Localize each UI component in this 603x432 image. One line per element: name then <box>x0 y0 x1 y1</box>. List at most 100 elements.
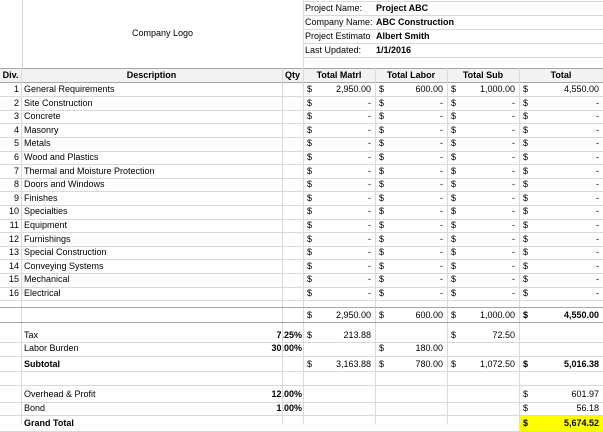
item-labor[interactable]: - <box>440 138 443 149</box>
item-matrl[interactable]: - <box>368 97 371 108</box>
item-total[interactable]: - <box>596 152 599 162</box>
tax-rate[interactable]: 7.25% <box>276 329 302 340</box>
overhead-total[interactable]: 601.97 <box>571 389 599 399</box>
item-labor[interactable]: - <box>440 274 443 285</box>
overhead-rate[interactable]: 12.00% <box>271 389 302 399</box>
totals-sub[interactable]: 1,000.00 <box>479 309 515 320</box>
item-total[interactable]: - <box>596 206 599 217</box>
item-total[interactable]: - <box>596 274 599 285</box>
item-description[interactable]: Equipment <box>24 220 68 230</box>
item-sub[interactable]: - <box>512 233 515 244</box>
item-labor[interactable]: - <box>440 165 443 176</box>
item-description[interactable]: General Requirements <box>24 84 115 94</box>
item-total[interactable]: - <box>596 97 599 108</box>
item-total[interactable]: - <box>596 111 599 122</box>
item-matrl[interactable]: 2,950.00 <box>335 84 371 94</box>
item-sub[interactable]: - <box>512 97 515 108</box>
item-labor[interactable]: - <box>440 97 443 108</box>
item-matrl[interactable]: - <box>368 206 371 217</box>
bond-total[interactable]: 56.18 <box>576 402 599 413</box>
item-description[interactable]: Mechanical <box>24 274 70 285</box>
item-total[interactable]: - <box>596 288 599 298</box>
item-matrl[interactable]: - <box>368 233 371 244</box>
project-field-value[interactable]: Albert Smith <box>376 31 430 41</box>
item-description[interactable]: Masonry <box>24 124 59 135</box>
item-labor[interactable]: 600.00 <box>415 84 443 94</box>
item-total[interactable]: - <box>596 165 599 176</box>
item-matrl[interactable]: - <box>368 274 371 285</box>
subtotal-labor[interactable]: 780.00 <box>415 358 443 369</box>
item-sub[interactable]: 1,000.00 <box>479 84 515 94</box>
item-labor[interactable]: - <box>440 179 443 190</box>
totals-matrl[interactable]: 2,950.00 <box>335 309 371 320</box>
item-labor[interactable]: - <box>440 233 443 244</box>
tax-sub[interactable]: 72.50 <box>492 329 515 340</box>
item-labor[interactable]: - <box>440 247 443 258</box>
item-labor[interactable]: - <box>440 152 443 162</box>
tax-matrl[interactable]: 213.88 <box>343 329 371 340</box>
item-sub[interactable]: - <box>512 165 515 176</box>
item-matrl[interactable]: - <box>368 288 371 298</box>
item-total[interactable]: - <box>596 233 599 244</box>
item-description[interactable]: Metals <box>24 138 51 149</box>
item-sub[interactable]: - <box>512 288 515 298</box>
item-total[interactable]: - <box>596 220 599 230</box>
item-sub[interactable]: - <box>512 206 515 217</box>
item-matrl[interactable]: - <box>368 124 371 135</box>
item-sub[interactable]: - <box>512 138 515 149</box>
project-field-value[interactable]: Project ABC <box>376 3 429 13</box>
subtotal-total[interactable]: 5,016.38 <box>563 358 599 369</box>
item-total[interactable]: - <box>596 247 599 258</box>
item-description[interactable]: Conveying Systems <box>24 260 104 271</box>
item-total[interactable]: 4,550.00 <box>563 84 599 94</box>
item-sub[interactable]: - <box>512 124 515 135</box>
subtotal-matrl[interactable]: 3,163.88 <box>335 358 371 369</box>
grand-total-value[interactable]: 5,674.52 <box>563 418 599 429</box>
item-sub[interactable]: - <box>512 260 515 271</box>
item-sub[interactable]: - <box>512 274 515 285</box>
totals-labor[interactable]: 600.00 <box>415 309 443 320</box>
item-labor[interactable]: - <box>440 288 443 298</box>
item-total[interactable]: - <box>596 260 599 271</box>
item-total[interactable]: - <box>596 124 599 135</box>
item-sub[interactable]: - <box>512 179 515 190</box>
item-matrl[interactable]: - <box>368 138 371 149</box>
item-labor[interactable]: - <box>440 206 443 217</box>
item-labor[interactable]: - <box>440 124 443 135</box>
item-matrl[interactable]: - <box>368 152 371 162</box>
item-description[interactable]: Furnishings <box>24 233 71 244</box>
labor-burden-rate[interactable]: 30.00% <box>271 343 302 354</box>
item-description[interactable]: Wood and Plastics <box>24 152 99 162</box>
item-matrl[interactable]: - <box>368 247 371 258</box>
item-description[interactable]: Electrical <box>24 288 61 298</box>
item-matrl[interactable]: - <box>368 260 371 271</box>
item-matrl[interactable]: - <box>368 220 371 230</box>
item-description[interactable]: Thermal and Moisture Protection <box>24 165 155 176</box>
item-sub[interactable]: - <box>512 247 515 258</box>
item-description[interactable]: Finishes <box>24 192 58 203</box>
labor-burden-labor[interactable]: 180.00 <box>415 343 443 354</box>
item-sub[interactable]: - <box>512 111 515 122</box>
project-field-value[interactable]: ABC Construction <box>376 17 454 27</box>
item-description[interactable]: Special Construction <box>24 247 107 258</box>
item-matrl[interactable]: - <box>368 111 371 122</box>
item-description[interactable]: Specialties <box>24 206 68 217</box>
item-sub[interactable]: - <box>512 152 515 162</box>
project-field-value[interactable]: 1/1/2016 <box>376 45 412 55</box>
item-matrl[interactable]: - <box>368 179 371 190</box>
subtotal-sub[interactable]: 1,072.50 <box>479 358 515 369</box>
item-sub[interactable]: - <box>512 220 515 230</box>
item-labor[interactable]: - <box>440 192 443 203</box>
item-matrl[interactable]: - <box>368 192 371 203</box>
item-labor[interactable]: - <box>440 220 443 230</box>
item-total[interactable]: - <box>596 179 599 190</box>
item-description[interactable]: Doors and Windows <box>24 179 105 190</box>
item-sub[interactable]: - <box>512 192 515 203</box>
item-labor[interactable]: - <box>440 111 443 122</box>
item-total[interactable]: - <box>596 138 599 149</box>
item-description[interactable]: Site Construction <box>24 97 93 108</box>
item-total[interactable]: - <box>596 192 599 203</box>
bond-rate[interactable]: 1.00% <box>276 402 302 413</box>
totals-total[interactable]: 4,550.00 <box>563 309 599 320</box>
